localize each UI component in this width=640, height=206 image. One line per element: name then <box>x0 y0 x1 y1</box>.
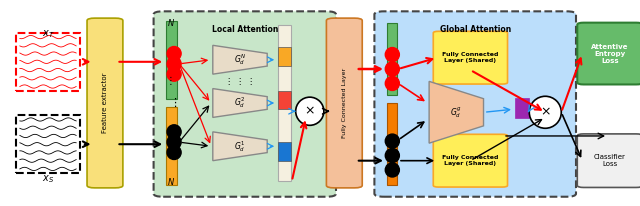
Ellipse shape <box>385 149 399 163</box>
Text: Fully Connected
Layer (Shared): Fully Connected Layer (Shared) <box>442 155 499 166</box>
Text: $x_S$: $x_S$ <box>42 173 54 185</box>
Text: Classifier
Loss: Classifier Loss <box>594 154 626 167</box>
FancyBboxPatch shape <box>433 31 508 84</box>
Bar <box>387 103 397 185</box>
Polygon shape <box>429 81 484 143</box>
Text: $G_d^1$: $G_d^1$ <box>234 139 246 154</box>
Ellipse shape <box>385 163 399 177</box>
Bar <box>278 47 291 66</box>
Bar <box>166 21 177 99</box>
Bar <box>278 142 291 161</box>
Ellipse shape <box>385 48 399 62</box>
Ellipse shape <box>385 76 399 90</box>
FancyBboxPatch shape <box>87 18 123 188</box>
Bar <box>16 33 80 91</box>
Ellipse shape <box>167 67 181 81</box>
Text: $\times$: $\times$ <box>540 106 550 119</box>
Ellipse shape <box>167 135 181 149</box>
Polygon shape <box>212 45 268 74</box>
Bar <box>278 25 291 181</box>
Bar <box>166 107 177 185</box>
Bar <box>387 23 397 95</box>
FancyBboxPatch shape <box>577 23 640 84</box>
FancyBboxPatch shape <box>577 134 640 187</box>
Text: $G_d^2$: $G_d^2$ <box>234 96 246 110</box>
Ellipse shape <box>167 125 181 139</box>
Text: ⋮ ⋮ ⋮: ⋮ ⋮ ⋮ <box>225 77 255 86</box>
Text: Global Attention: Global Attention <box>440 25 511 34</box>
Ellipse shape <box>167 47 181 61</box>
Text: ⋮: ⋮ <box>168 98 180 108</box>
FancyBboxPatch shape <box>154 11 336 197</box>
Ellipse shape <box>529 96 561 128</box>
Polygon shape <box>212 89 268 117</box>
Text: Fully Connected Layer: Fully Connected Layer <box>342 68 347 138</box>
Bar <box>278 91 291 109</box>
Text: $\times$: $\times$ <box>305 105 315 118</box>
Text: $G_d^g$: $G_d^g$ <box>451 105 462 120</box>
Text: N: N <box>168 178 174 187</box>
Text: Fully Connected
Layer (Shared): Fully Connected Layer (Shared) <box>442 52 499 63</box>
Bar <box>515 98 529 118</box>
FancyBboxPatch shape <box>374 11 576 197</box>
Bar <box>16 115 80 173</box>
Ellipse shape <box>296 97 324 125</box>
Text: N: N <box>168 19 174 28</box>
Text: $G_d^N$: $G_d^N$ <box>234 52 246 67</box>
Text: Local Attention: Local Attention <box>212 25 278 34</box>
FancyBboxPatch shape <box>326 18 362 188</box>
Text: Attentive
Entropy
Loss: Attentive Entropy Loss <box>591 43 628 64</box>
Text: Feature extractor: Feature extractor <box>102 73 108 133</box>
Text: ⋮: ⋮ <box>166 76 176 86</box>
Ellipse shape <box>167 57 181 71</box>
Ellipse shape <box>385 62 399 76</box>
FancyBboxPatch shape <box>433 134 508 187</box>
Ellipse shape <box>167 145 181 159</box>
Text: $x_T$: $x_T$ <box>42 28 54 40</box>
Ellipse shape <box>385 134 399 148</box>
Polygon shape <box>212 132 268 161</box>
